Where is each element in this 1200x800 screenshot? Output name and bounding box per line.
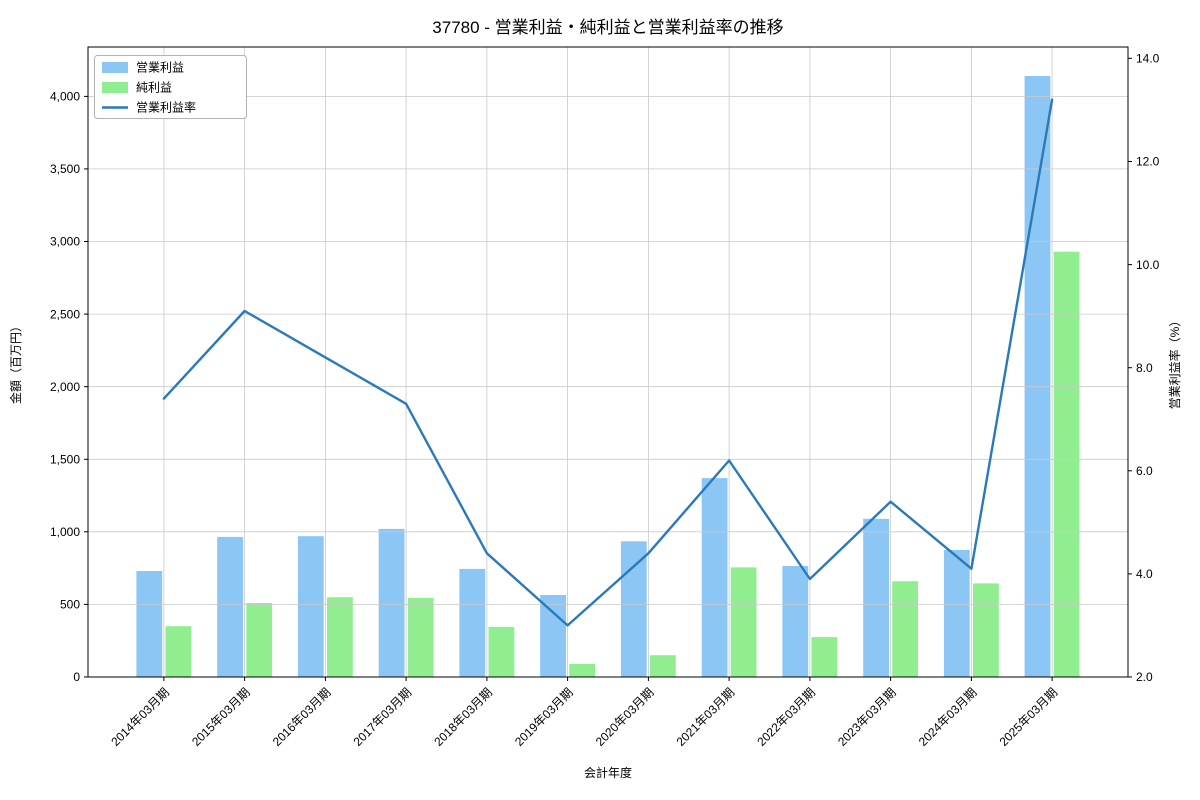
legend-box xyxy=(94,55,247,119)
axis-ticks xyxy=(84,57,1132,681)
bar xyxy=(407,597,434,677)
xtick-label: 2024年03月期 xyxy=(916,685,980,749)
bar xyxy=(488,626,515,677)
ytick-right-label: 6.0 xyxy=(1136,464,1153,478)
ytick-left-label: 3,000 xyxy=(50,235,80,249)
bar xyxy=(217,536,243,677)
ytick-left-label: 0 xyxy=(73,670,80,684)
line-営業利益率 xyxy=(162,98,1054,627)
bar xyxy=(246,603,273,677)
bar xyxy=(165,626,192,677)
ytick-left-label: 500 xyxy=(60,598,80,612)
bar xyxy=(620,541,647,677)
xaxis-title: 会計年度 xyxy=(584,765,632,780)
bar xyxy=(701,478,728,677)
bar-series-営業利益 xyxy=(136,76,1051,677)
bar xyxy=(136,571,163,677)
xtick-label: 2019年03月期 xyxy=(512,685,576,749)
bar xyxy=(1024,76,1051,677)
xtick-label: 2018年03月期 xyxy=(431,685,495,749)
ytick-right-label: 10.0 xyxy=(1136,258,1160,272)
ytick-left-label: 4,000 xyxy=(50,90,80,104)
ytick-right-label: 14.0 xyxy=(1136,52,1160,66)
xtick-label: 2017年03月期 xyxy=(351,685,415,749)
bar xyxy=(540,595,566,677)
bar xyxy=(811,637,838,677)
yaxis-title-left: 金額（百万円） xyxy=(8,320,23,404)
xtick-label: 2015年03月期 xyxy=(189,685,253,749)
bar xyxy=(973,583,999,677)
legend-label: 営業利益 xyxy=(136,61,184,75)
legend-swatch-営業利益 xyxy=(102,62,128,73)
ytick-right-label: 2.0 xyxy=(1136,670,1153,684)
ytick-left-label: 2,000 xyxy=(50,380,80,394)
xtick-label: 2022年03月期 xyxy=(754,685,818,749)
bar xyxy=(892,581,918,677)
xtick-label: 2016年03月期 xyxy=(270,685,334,749)
ytick-right-label: 4.0 xyxy=(1136,567,1153,581)
legend-swatch-純利益 xyxy=(102,82,128,93)
bar xyxy=(1053,251,1080,677)
xtick-label: 2020年03月期 xyxy=(593,685,657,749)
bar xyxy=(782,566,809,677)
yaxis-title-right: 営業利益率（%） xyxy=(1167,315,1182,410)
ytick-left-label: 1,000 xyxy=(50,525,80,539)
xtick-label: 2014年03月期 xyxy=(108,685,172,749)
ytick-left-label: 3,500 xyxy=(50,162,80,176)
ytick-left-label: 1,500 xyxy=(50,453,80,467)
chart-title: 37780 - 営業利益・純利益と営業利益率の推移 xyxy=(432,18,784,37)
xtick-label: 2025年03月期 xyxy=(997,685,1061,749)
bar xyxy=(943,550,970,677)
xtick-label: 2023年03月期 xyxy=(835,685,899,749)
legend-label: 営業利益率 xyxy=(136,100,196,115)
legend-label: 純利益 xyxy=(136,81,172,95)
plot-frame xyxy=(87,46,1129,678)
bar xyxy=(327,597,353,677)
bar-series-純利益 xyxy=(165,251,1080,677)
gridlines xyxy=(88,47,1128,678)
bar xyxy=(650,655,676,677)
bar xyxy=(569,663,595,677)
bar xyxy=(459,568,486,677)
bar xyxy=(297,536,324,677)
ytick-right-label: 12.0 xyxy=(1136,155,1160,169)
bar xyxy=(863,518,889,677)
ytick-left-label: 2,500 xyxy=(50,307,80,321)
xtick-label: 2021年03月期 xyxy=(674,685,738,749)
bar xyxy=(378,528,405,677)
bar xyxy=(730,567,757,677)
ytick-right-label: 8.0 xyxy=(1136,361,1153,375)
